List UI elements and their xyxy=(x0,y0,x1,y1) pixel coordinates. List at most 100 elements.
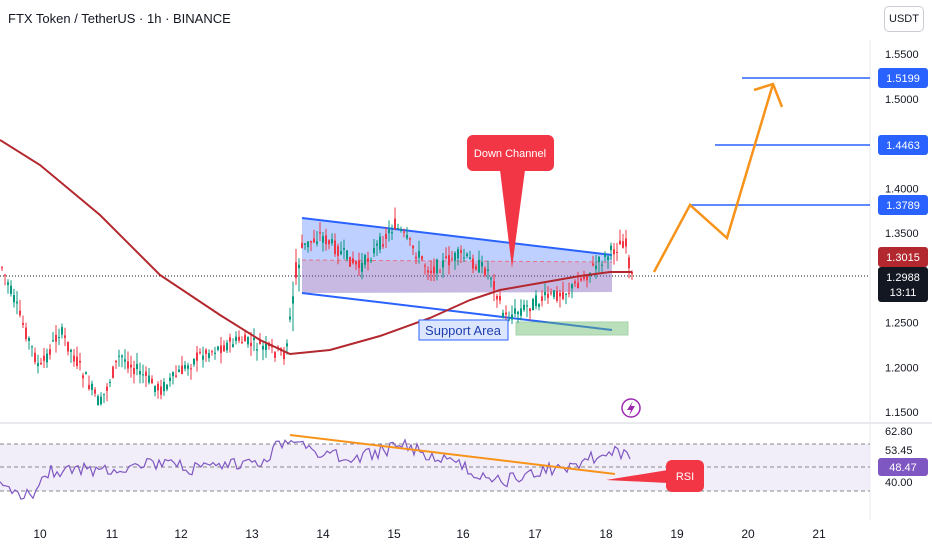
candle-body xyxy=(499,296,501,301)
candle-body xyxy=(181,365,183,374)
candle-body xyxy=(628,257,630,269)
candle-body xyxy=(454,252,456,261)
candle-body xyxy=(139,370,141,375)
candle-body xyxy=(607,256,609,261)
down-channel-callout: Down Channel xyxy=(467,135,554,268)
candle-body xyxy=(157,383,159,391)
candle-body xyxy=(232,344,234,348)
candle-body xyxy=(625,238,627,247)
time-tick-label: 19 xyxy=(670,527,684,541)
time-tick-label: 17 xyxy=(528,527,542,541)
candle-body xyxy=(220,345,222,354)
candle-body xyxy=(106,386,108,391)
lightning-icon[interactable] xyxy=(621,398,641,418)
currency-button[interactable]: USDT xyxy=(884,6,924,32)
chart-title: FTX Token / TetherUS · 1h · BINANCE xyxy=(8,11,231,26)
candle-body xyxy=(94,389,96,394)
candle-body xyxy=(376,243,378,246)
price-tick-label: 1.2000 xyxy=(885,362,919,374)
channel-bottom-line xyxy=(301,292,613,331)
candle-body xyxy=(382,244,384,247)
candle-body xyxy=(403,231,405,233)
candle-body xyxy=(508,319,510,321)
price-tick-label: 1.2500 xyxy=(885,318,919,330)
candle-body xyxy=(142,374,144,376)
candle-body xyxy=(358,260,360,269)
candle-body xyxy=(352,258,354,264)
candle-body xyxy=(205,349,207,354)
candle-body xyxy=(562,292,564,300)
candle-body xyxy=(160,386,162,395)
candle-body xyxy=(67,341,69,352)
candle-body xyxy=(46,353,48,363)
candle-body xyxy=(343,247,345,250)
time-tick-label: 12 xyxy=(174,527,188,541)
rsi-trendline xyxy=(289,434,616,475)
candle-body xyxy=(469,257,471,260)
candle-body xyxy=(1,267,3,269)
candle-body xyxy=(331,239,333,244)
candle-body xyxy=(61,327,63,335)
candle-body xyxy=(124,359,126,362)
candle-body xyxy=(208,353,210,359)
price-tick-label: 1.3500 xyxy=(885,228,919,240)
candle-body xyxy=(196,352,198,361)
candle-body xyxy=(109,381,111,384)
candle-body xyxy=(439,271,441,273)
candle-body xyxy=(487,269,489,272)
candle-body xyxy=(301,242,303,248)
candle-body xyxy=(451,258,453,260)
candle-body xyxy=(334,240,336,255)
candle-body xyxy=(445,256,447,258)
time-tick-label: 21 xyxy=(812,527,826,541)
candle-body xyxy=(289,316,291,320)
candle-body xyxy=(223,345,225,352)
candle-body xyxy=(235,336,237,341)
price-axis[interactable]: 1.55001.50001.45001.40001.35001.30001.25… xyxy=(885,49,919,419)
candle-body xyxy=(442,260,444,268)
candle-body xyxy=(13,295,15,303)
countdown-label: 13:11 xyxy=(890,287,917,299)
candle-body xyxy=(520,308,522,316)
candle-body xyxy=(430,270,432,274)
candle-body xyxy=(457,249,459,259)
candle-body xyxy=(598,256,600,262)
rsi-label: RSI xyxy=(676,471,694,483)
candle-body xyxy=(400,229,402,231)
candle-body xyxy=(556,291,558,301)
projection-path xyxy=(652,83,775,273)
candle-body xyxy=(112,366,114,378)
candle-body xyxy=(394,218,396,230)
candle-body xyxy=(523,304,525,310)
candle-body xyxy=(202,355,204,360)
candle-body xyxy=(64,335,66,338)
time-tick-label: 11 xyxy=(106,527,119,541)
price-badges: 1.5199 1.4463 1.3789 1.3015 1.2988 13:11 xyxy=(878,68,928,302)
time-tick-label: 15 xyxy=(387,527,401,541)
candle-body xyxy=(115,360,117,363)
candle-body xyxy=(70,349,72,352)
candle-body xyxy=(526,305,528,307)
candle-body xyxy=(34,352,36,362)
candle-body xyxy=(79,360,81,363)
candle-body xyxy=(298,264,300,269)
candle-body xyxy=(133,367,135,375)
candle-body xyxy=(85,372,87,375)
candle-body xyxy=(127,361,129,369)
candle-body xyxy=(475,266,477,270)
symbol-label: FTX Token / TetherUS xyxy=(8,11,136,26)
support-area-box xyxy=(515,321,629,336)
rsi-callout: RSI xyxy=(606,460,704,492)
time-axis[interactable]: 10 11 12 13 14 15 16 17 18 19 20 21 xyxy=(33,527,826,541)
candle-body xyxy=(178,369,180,373)
candle-body xyxy=(373,247,375,254)
price-tick-label: 1.4000 xyxy=(885,183,919,195)
price-tick-label: 1.5000 xyxy=(885,94,919,106)
candle-body xyxy=(364,255,366,265)
candle-body xyxy=(538,304,540,307)
candle-body xyxy=(604,253,606,258)
candle-body xyxy=(427,270,429,273)
candle-body xyxy=(130,364,132,368)
candle-body xyxy=(535,295,537,307)
